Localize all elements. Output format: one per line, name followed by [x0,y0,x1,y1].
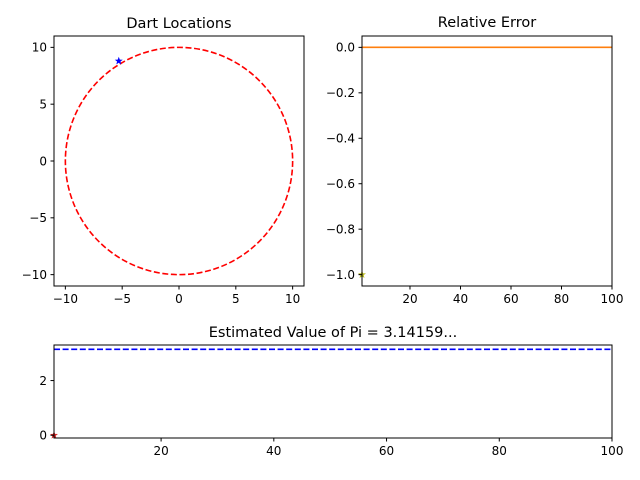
pi-estimate-frame [53,344,613,439]
y-tick-label: 0.0 [336,41,355,55]
x-tick-label: 40 [266,444,281,458]
x-tick-label: 5 [232,292,240,306]
x-tick-label: 60 [503,292,518,306]
dart-locations-title: Dart Locations [126,16,231,32]
relative-error-title: Relative Error [438,15,536,31]
x-tick-label: −5 [113,292,131,306]
relative-error-x-axis: 20 40 60 80 100 [402,286,623,306]
x-tick-label: 0 [175,292,183,306]
y-tick-label: −0.2 [326,86,355,100]
x-tick-label: 80 [492,444,507,458]
y-tick-label: −0.8 [326,222,355,236]
y-tick-label: −5 [29,211,47,225]
pi-estimate-plot: Estimated Value of Pi = 3.14159... 20 40 6… [39,325,623,458]
x-tick-label: 100 [601,444,624,458]
x-tick-label: 20 [402,292,417,306]
pi-estimate-y-axis: 02 [39,374,54,443]
relative-error-plot: Relative Error 20 40 60 80 100 0.0 −0.2 −0.4 −0… [326,15,624,306]
y-tick-label: −0.6 [326,177,355,191]
x-tick-label: −10 [53,292,78,306]
relative-error-y-axis: 0.0 −0.2 −0.4 −0.6 −0.8 −1.0 [326,41,362,282]
y-tick-label: 10 [32,41,47,55]
y-tick-label: 2 [39,374,47,388]
dart-locations-marks [64,46,294,276]
y-tick-label: −10 [22,268,47,282]
y-tick-label: −1.0 [326,268,355,282]
y-tick-label: −0.4 [326,132,355,146]
dart-star-marker-0 [114,56,123,65]
y-tick-label: 0 [39,154,47,168]
x-tick-label: 100 [601,292,624,306]
pi-estimate-title: Estimated Value of Pi = 3.14159... [209,325,457,341]
dart-locations-x-axis: −10 −5 0 5 10 [53,286,300,306]
pi-estimate-x-axis: 20 40 60 80 100 [153,438,623,458]
relative-error-frame [361,35,613,287]
x-tick-label: 40 [453,292,468,306]
y-tick-label: 0 [39,429,47,443]
x-tick-label: 20 [153,444,168,458]
dashed-circle [64,46,294,276]
x-tick-label: 60 [379,444,394,458]
x-tick-label: 10 [285,292,300,306]
x-tick-label: 80 [554,292,569,306]
dart-locations-y-axis: −10 −5 0 5 10 [22,41,54,282]
y-tick-label: 5 [39,97,47,111]
dart-locations-plot: Dart Locations −10 −5 0 5 10 −10 −5 0 5 10 [22,16,305,306]
